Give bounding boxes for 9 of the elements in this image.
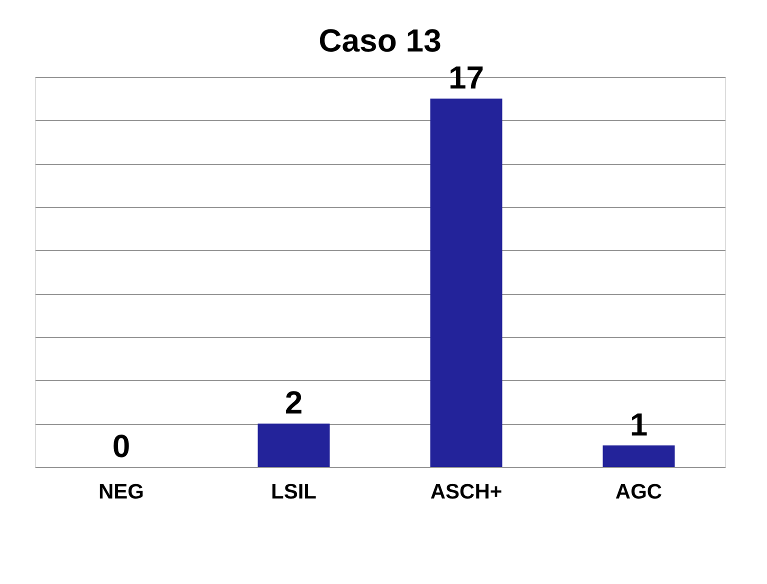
x-tick-label: LSIL	[271, 480, 317, 504]
chart-title: Caso 13	[318, 22, 442, 59]
data-label: 2	[284, 384, 303, 421]
data-label: 1	[630, 406, 648, 442]
x-tick-label: ASCH+	[430, 480, 502, 504]
data-label: 0	[112, 428, 130, 464]
data-label: 17	[448, 60, 484, 96]
x-tick-label: NEG	[98, 480, 144, 504]
x-tick-label: AGC	[615, 480, 662, 504]
